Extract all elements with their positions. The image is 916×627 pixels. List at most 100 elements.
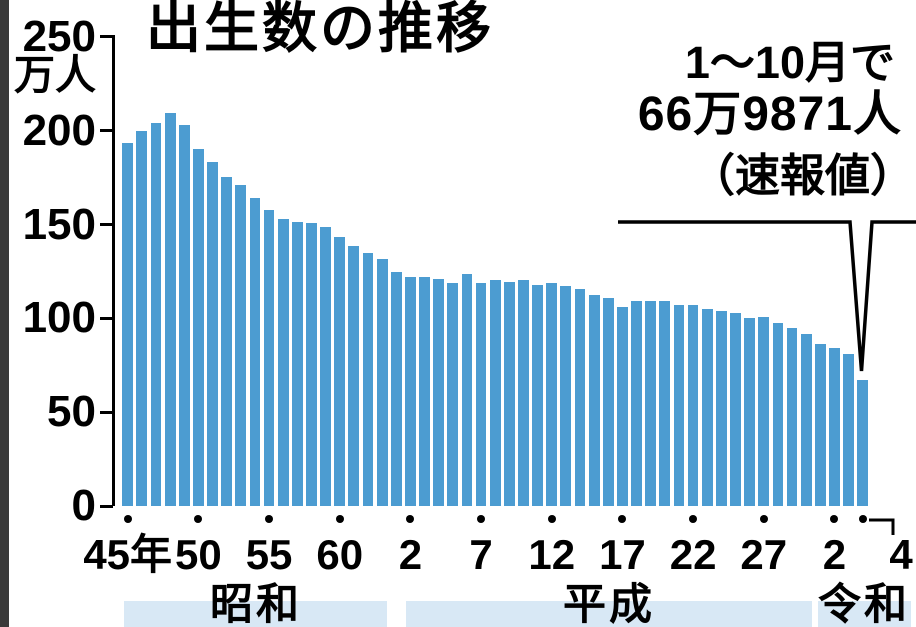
bar-1980 xyxy=(263,210,275,506)
bar-2017 xyxy=(786,328,798,506)
screen-edge-strip xyxy=(0,0,9,627)
bar-1975 xyxy=(192,149,204,506)
y-tick-mark xyxy=(100,35,113,39)
bar-2002 xyxy=(574,289,586,506)
bar-1989 xyxy=(390,272,402,506)
y-tick-label: 200 xyxy=(22,105,96,155)
x-tick-dot xyxy=(547,515,556,523)
x-tick-dot xyxy=(858,515,867,523)
bar-1982 xyxy=(291,221,303,506)
y-tick-label: 0 xyxy=(71,481,96,530)
bar-1970 xyxy=(122,143,134,506)
bar-2005 xyxy=(617,306,628,506)
y-tick-mark xyxy=(100,223,113,227)
bar-2010 xyxy=(687,305,699,506)
bar-2000 xyxy=(546,282,558,506)
bar-1992 xyxy=(433,279,445,506)
bar-2022 xyxy=(857,380,869,506)
annotation-period: 1〜10月で xyxy=(684,37,895,88)
bar-2009 xyxy=(673,305,685,506)
era-label-showa: 昭和 xyxy=(210,582,302,627)
bar-2020 xyxy=(829,348,840,506)
bar-1996 xyxy=(489,279,501,506)
bar-2004 xyxy=(602,297,614,506)
bar-2012 xyxy=(715,311,727,506)
y-tick-label: 250 xyxy=(22,11,96,61)
bar-1973 xyxy=(164,113,176,506)
y-tick-mark xyxy=(100,129,113,133)
bar-1985 xyxy=(334,237,346,506)
bar-1990 xyxy=(405,276,416,506)
annotation-note: （速報値） xyxy=(689,150,915,201)
y-tick-mark xyxy=(100,410,113,414)
bar-1986 xyxy=(348,246,360,506)
bar-1972 xyxy=(150,123,162,506)
bar-2003 xyxy=(588,295,600,506)
bar-1974 xyxy=(178,125,190,506)
y-tick-label: 100 xyxy=(22,293,96,343)
x-tick-label: 17 xyxy=(599,531,646,578)
x-tick-dot xyxy=(194,515,203,523)
chart-title: 出生数の推移 xyxy=(146,0,495,59)
y-tick-mark xyxy=(100,504,113,508)
bar-1993 xyxy=(447,283,459,506)
bar-2001 xyxy=(560,286,572,506)
x-tick-dot xyxy=(265,515,274,523)
bar-1991 xyxy=(419,276,430,506)
bar-1999 xyxy=(532,284,543,506)
x-tick-label: 12 xyxy=(528,531,576,578)
bar-1983 xyxy=(306,222,317,506)
bar-2007 xyxy=(645,301,657,506)
x-tick-dot xyxy=(406,515,415,523)
x-tick-label: 7 xyxy=(469,531,493,578)
x-tick-label: 45年 xyxy=(83,531,173,578)
bar-1977 xyxy=(221,176,233,506)
x-tick-label: 27 xyxy=(740,531,788,578)
bar-2021 xyxy=(843,353,854,506)
y-tick-mark xyxy=(100,316,113,320)
bar-1987 xyxy=(362,253,374,506)
x-tick-label: 2 xyxy=(398,531,423,578)
bar-1984 xyxy=(320,226,331,506)
x-tick-dot xyxy=(477,515,486,523)
x-tick-dot xyxy=(759,515,768,523)
bar-1997 xyxy=(503,282,515,506)
era-band-reiwa xyxy=(818,601,911,627)
bar-1994 xyxy=(461,273,473,506)
bar-2014 xyxy=(744,317,756,506)
x-tick-label: 2 xyxy=(822,531,847,578)
bar-1971 xyxy=(136,130,148,506)
bar-1979 xyxy=(249,197,261,506)
era-band-showa xyxy=(124,601,387,627)
y-axis-unit-label: 万人 xyxy=(14,52,96,98)
bar-1976 xyxy=(207,162,218,506)
y-tick-label: 150 xyxy=(22,199,96,249)
bar-1981 xyxy=(277,219,289,506)
bar-2006 xyxy=(631,300,642,506)
bar-2019 xyxy=(814,343,826,506)
annotation-value: 66万9871人 xyxy=(637,88,902,141)
era-label-reiwa: 令和 xyxy=(818,582,910,627)
bar-2013 xyxy=(730,312,741,506)
bar-2018 xyxy=(800,333,812,506)
bar-2011 xyxy=(701,308,713,506)
bar-2016 xyxy=(772,322,784,506)
x-tick-label: 50 xyxy=(175,531,222,578)
x-tick-dot xyxy=(335,515,344,523)
x-tick-dot xyxy=(123,515,132,523)
bar-2008 xyxy=(659,301,671,506)
x-tick-label: 55 xyxy=(245,531,293,578)
bar-1988 xyxy=(376,259,388,506)
x-tick-label: 22 xyxy=(669,531,717,578)
y-tick-label: 50 xyxy=(47,387,96,437)
bar-1998 xyxy=(518,280,529,506)
x-tick-dot xyxy=(689,515,698,523)
x-tick-label: 60 xyxy=(316,531,364,578)
era-band-heisei xyxy=(406,601,812,627)
x-tick-label: 4 xyxy=(889,531,913,578)
x-tick-dot xyxy=(830,515,839,523)
bar-1978 xyxy=(235,185,247,506)
era-label-heisei: 平成 xyxy=(563,582,655,627)
x-tick-dot xyxy=(618,515,627,523)
